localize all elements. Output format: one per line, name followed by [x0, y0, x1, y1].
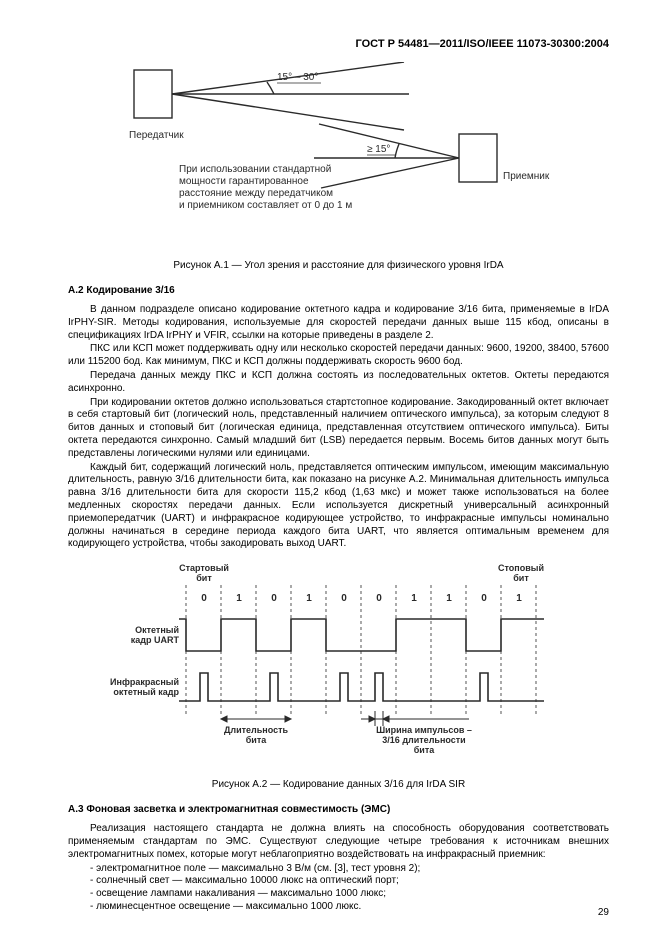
a2-p3: Передача данных между ПКС и КСП должна с… [68, 370, 609, 396]
b6: 1 [411, 593, 417, 604]
fig-a1-note4: и приемником составляет от 0 до 1 м [179, 200, 352, 211]
fa2-pw2: 3/16 длительности [382, 735, 465, 745]
a2-p5: Каждый бит, содержащий логический ноль, … [68, 462, 609, 552]
a3-heading: А.3 Фоновая засветка и электромагнитная … [68, 804, 609, 815]
a2-heading: А.2 Кодирование 3/16 [68, 285, 609, 296]
fa2-start2: бит [196, 573, 212, 583]
fig-a1-receiver: Приемник [503, 171, 550, 182]
figure-a1-svg: 15° – 30° ≥ 15° Передатчик Приемник При … [99, 62, 579, 252]
a2-p4: При кодировании октетов должно использов… [68, 397, 609, 461]
fig-a1-min-angle-label: ≥ 15° [367, 144, 390, 155]
b8: 0 [481, 593, 487, 604]
a3-li4: - люминесцентное освещение — максимально… [68, 901, 609, 914]
a2-p1: В данном подразделе описано кодирование … [68, 304, 609, 342]
fa2-ir2: октетный кадр [113, 687, 179, 697]
a3-li1: - электромагнитное поле — максимально 3 … [68, 863, 609, 876]
figure-a2: Стартовый бит Стоповый бит 0 1 0 1 0 0 1… [68, 561, 609, 771]
b3: 1 [306, 593, 312, 604]
fa2-uart2: кадр UART [130, 635, 179, 645]
fig-a1-note3: расстояние между передатчиком [179, 188, 333, 199]
page: ГОСТ Р 54481—2011/ISO/IEEE 11073-30300:2… [0, 0, 661, 936]
a3-li3: - освещение лампами накаливания — максим… [68, 888, 609, 901]
doc-header: ГОСТ Р 54481—2011/ISO/IEEE 11073-30300:2… [68, 38, 609, 50]
figure-a1-caption: Рисунок А.1 — Угол зрения и расстояние д… [68, 260, 609, 271]
fa2-pw1: Ширина импульсов – [376, 725, 472, 735]
fa2-bd1: Длительность [223, 725, 288, 735]
b5: 0 [376, 593, 382, 604]
b2: 0 [271, 593, 277, 604]
figure-a2-svg: Стартовый бит Стоповый бит 0 1 0 1 0 0 1… [89, 561, 589, 771]
fa2-bd2: бита [245, 735, 266, 745]
fa2-stop: Стоповый [498, 563, 544, 573]
figure-a2-caption: Рисунок А.2 — Кодирование данных 3/16 дл… [68, 779, 609, 790]
b1: 1 [236, 593, 242, 604]
fa2-pw3: бита [413, 745, 434, 755]
page-number: 29 [598, 907, 609, 918]
figure-a1: 15° – 30° ≥ 15° Передатчик Приемник При … [68, 62, 609, 252]
b7: 1 [446, 593, 452, 604]
fig-a1-note2: мощности гарантированное [179, 176, 309, 187]
b9: 1 [516, 593, 522, 604]
fa2-ir1: Инфракрасный [110, 677, 179, 687]
a3-p1: Реализация настоящего стандарта не должн… [68, 823, 609, 861]
fig-a1-transmitter: Передатчик [129, 130, 184, 141]
fig-a1-note1: При использовании стандартной [179, 164, 331, 175]
b0: 0 [201, 593, 207, 604]
fa2-start: Стартовый [179, 563, 229, 573]
b4: 0 [341, 593, 347, 604]
a3-li2: - солнечный свет — максимально 10000 люк… [68, 875, 609, 888]
a2-p2: ПКС или КСП может поддерживать одну или … [68, 343, 609, 369]
fa2-uart1: Октетный [135, 625, 179, 635]
fig-a1-angle-label: 15° – 30° [277, 72, 318, 83]
fa2-stop2: бит [513, 573, 529, 583]
